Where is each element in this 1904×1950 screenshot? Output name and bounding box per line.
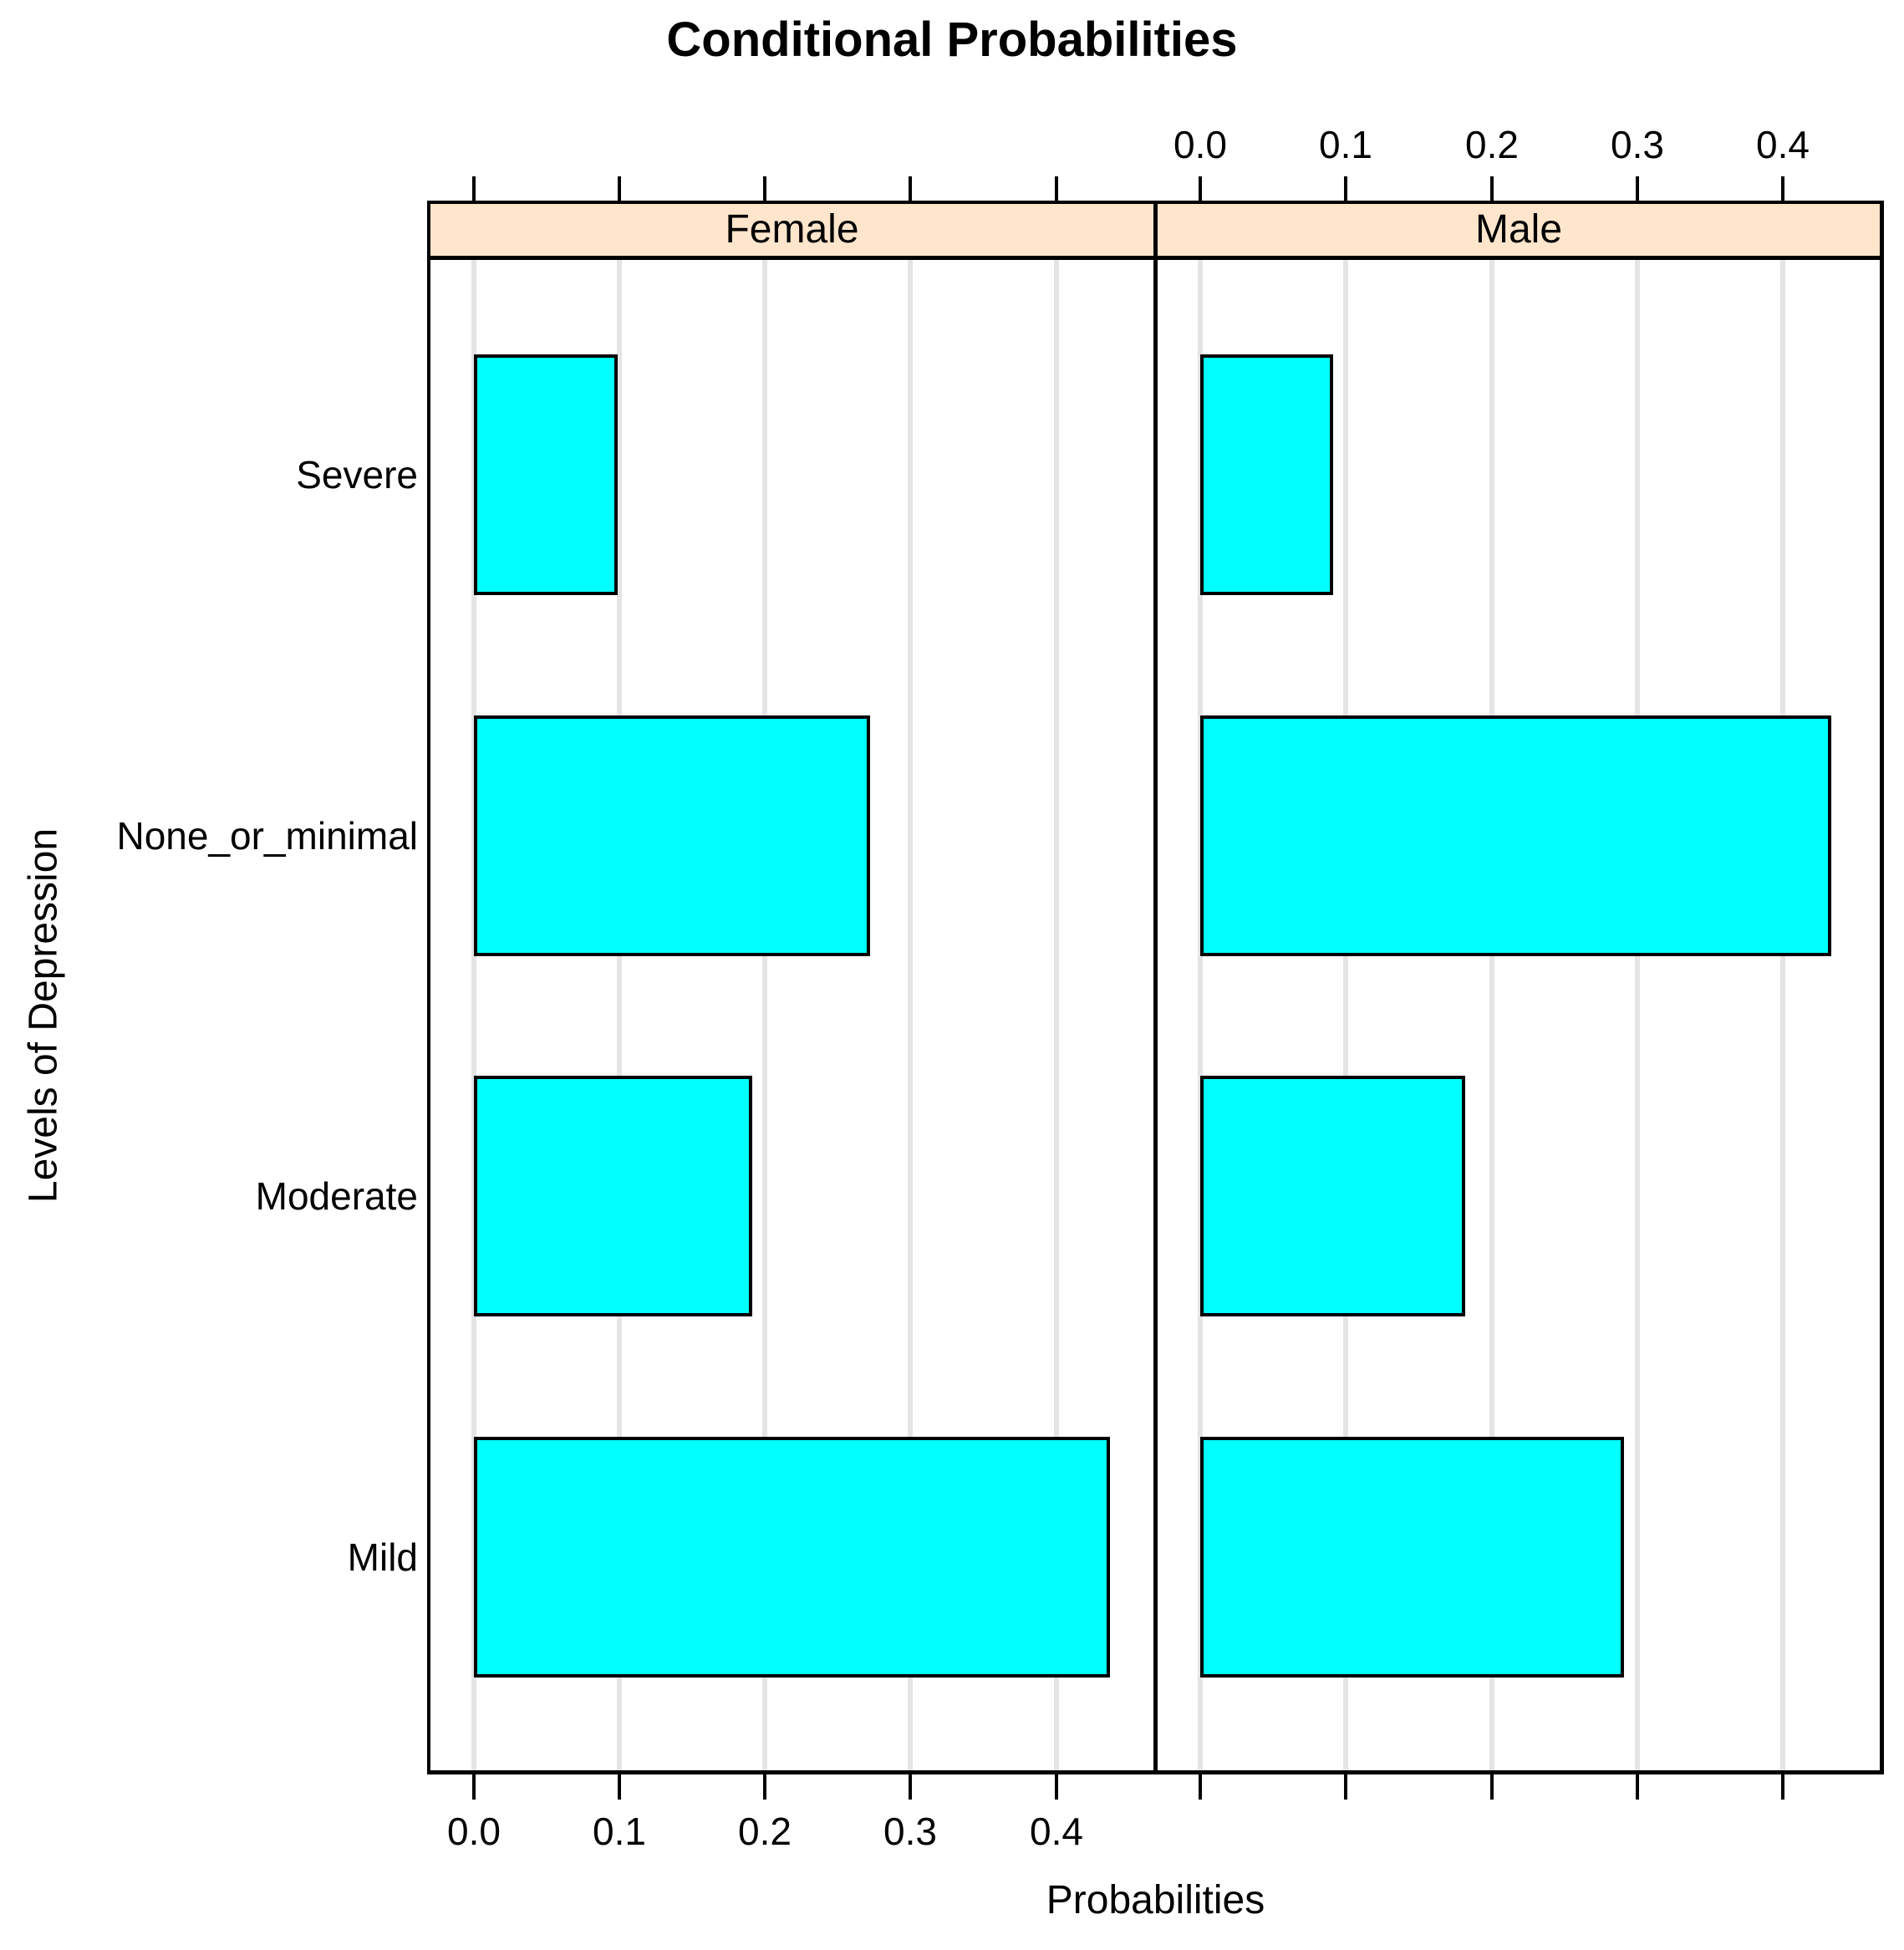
bar-male-mild	[1200, 1437, 1624, 1678]
top-axis-tick	[472, 176, 476, 202]
top-axis-tick	[909, 176, 912, 202]
top-axis-tick	[618, 176, 621, 202]
gridline	[1054, 259, 1059, 1772]
bottom-axis-tick	[1344, 1774, 1347, 1800]
bar-female-moderate	[474, 1076, 752, 1316]
bottom-axis-tick	[1781, 1774, 1784, 1800]
category-label-severe: Severe	[296, 453, 418, 496]
top-axis-tick	[1344, 176, 1347, 202]
bottom-axis-tick	[909, 1774, 912, 1800]
gridline	[1780, 259, 1785, 1772]
y-axis-title: Levels of Depression	[21, 827, 66, 1204]
top-axis-tick-label: 0.1	[1319, 123, 1372, 166]
bar-female-severe	[474, 354, 618, 595]
bottom-axis-tick-label: 0.0	[447, 1810, 501, 1853]
panel-left-border	[427, 201, 430, 1774]
gridline	[762, 259, 767, 1772]
bottom-axis-tick	[763, 1774, 766, 1800]
category-label-moderate: Moderate	[255, 1174, 418, 1218]
gridline	[1635, 259, 1640, 1772]
top-axis-tick	[1199, 176, 1202, 202]
bottom-axis-tick	[1636, 1774, 1639, 1800]
bar-female-none_or_minimal	[474, 715, 870, 956]
bottom-axis-tick-label: 0.4	[1030, 1810, 1083, 1853]
top-axis-tick	[763, 176, 766, 202]
bottom-axis-tick-label: 0.1	[593, 1810, 646, 1853]
panel-male	[1155, 259, 1882, 1772]
panel-separator	[1153, 201, 1158, 1774]
bar-male-moderate	[1200, 1076, 1465, 1316]
gridline	[908, 259, 913, 1772]
top-axis-tick-label: 0.0	[1173, 123, 1227, 166]
chart-title: Conditional Probabilities	[666, 13, 1238, 67]
category-label-none_or_minimal: None_or_minimal	[116, 814, 419, 858]
gridline	[1489, 259, 1494, 1772]
gridline	[471, 259, 476, 1772]
x-axis-title: Probabilities	[1046, 1878, 1265, 1922]
bottom-axis-tick-label: 0.3	[883, 1810, 937, 1853]
top-axis-tick	[1490, 176, 1494, 202]
bottom-axis-tick-label: 0.2	[738, 1810, 792, 1853]
bar-male-severe	[1200, 354, 1333, 595]
bottom-axis-tick	[1199, 1774, 1202, 1800]
bottom-axis-tick	[1055, 1774, 1058, 1800]
strip-label-female: Female	[725, 207, 859, 252]
top-axis-tick-label: 0.3	[1611, 123, 1664, 166]
panel-right-border	[1880, 201, 1884, 1774]
top-axis-tick-label: 0.2	[1465, 123, 1519, 166]
strip-label-male: Male	[1474, 207, 1563, 252]
gridline	[1198, 259, 1203, 1772]
category-label-mild: Mild	[347, 1535, 418, 1579]
gridline	[1343, 259, 1348, 1772]
top-axis-tick	[1055, 176, 1058, 202]
top-axis-tick-label: 0.4	[1756, 123, 1810, 166]
bar-female-mild	[474, 1437, 1110, 1678]
bottom-axis-tick	[1490, 1774, 1494, 1800]
bottom-axis-tick	[472, 1774, 476, 1800]
panel-female	[429, 259, 1155, 1772]
bottom-axis-tick	[618, 1774, 621, 1800]
top-axis-tick	[1781, 176, 1784, 202]
gridline	[617, 259, 622, 1772]
bar-male-none_or_minimal	[1200, 715, 1831, 956]
top-axis-tick	[1636, 176, 1639, 202]
